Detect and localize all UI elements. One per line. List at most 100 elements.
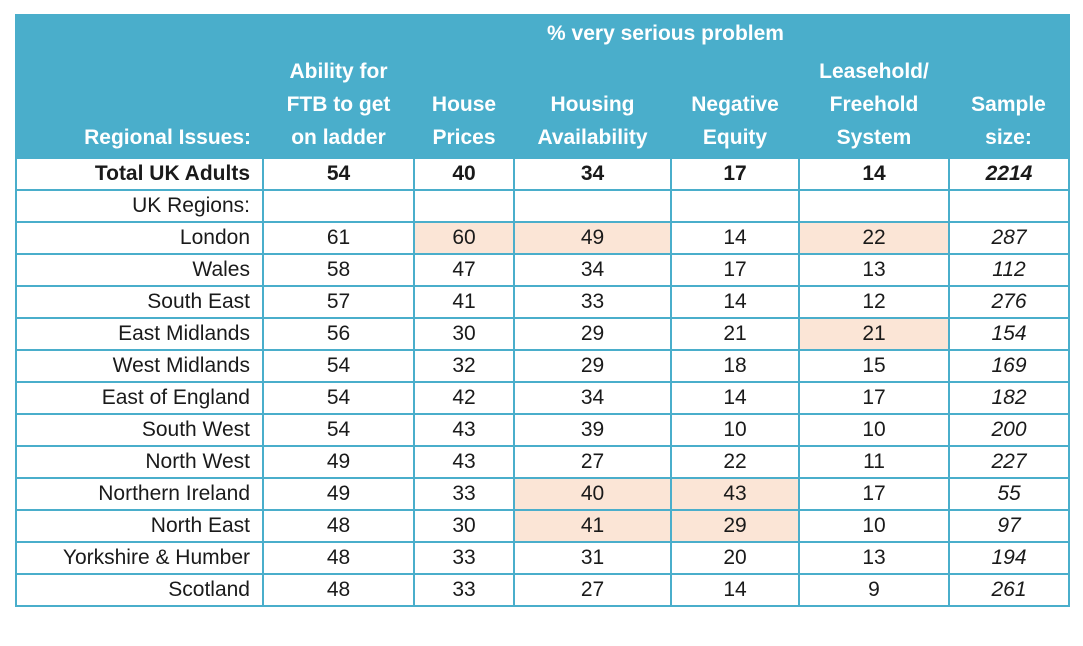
value-cell: 14 — [670, 285, 800, 319]
row-label: West Midlands — [15, 349, 264, 383]
value-cell: 39 — [513, 413, 672, 447]
value-cell: 41 — [413, 285, 515, 319]
column-header-line: on ladder — [291, 126, 386, 149]
sample-size-cell: 154 — [948, 317, 1070, 351]
value-cell: 43 — [670, 477, 800, 511]
value-cell: 21 — [670, 317, 800, 351]
super-header-blank — [16, 15, 263, 50]
value-cell: 29 — [670, 509, 800, 543]
column-header: Housing Availability — [514, 50, 671, 158]
value-cell: 54 — [262, 381, 415, 415]
value-cell: 30 — [413, 509, 515, 543]
sample-size-cell: 194 — [948, 541, 1070, 575]
value-cell: 22 — [798, 221, 950, 255]
value-cell: 48 — [262, 509, 415, 543]
value-cell: 27 — [513, 573, 672, 607]
value-cell: 34 — [513, 381, 672, 415]
row-label: London — [15, 221, 264, 255]
column-header-line: Leasehold/ — [819, 60, 929, 83]
value-cell: 33 — [413, 573, 515, 607]
value-cell: 31 — [513, 541, 672, 575]
row-label: North West — [15, 445, 264, 479]
empty-cell — [262, 189, 415, 223]
value-cell: 48 — [262, 573, 415, 607]
row-label: South West — [15, 413, 264, 447]
column-header-line: Negative — [691, 93, 779, 116]
column-header: Negative Equity — [671, 50, 799, 158]
column-header-line: House — [431, 93, 497, 116]
value-cell: 54 — [262, 413, 415, 447]
row-label: Total UK Adults — [15, 157, 264, 191]
sample-size-cell: 276 — [948, 285, 1070, 319]
value-cell: 34 — [513, 157, 672, 191]
value-cell: 14 — [670, 221, 800, 255]
table-row: Northern Ireland 49 33 40 43 17 55 — [15, 477, 1070, 511]
table-body: Total UK Adults 54 40 34 17 14 2214 UK Regions:… — [15, 157, 1070, 607]
column-header: Leasehold/Freehold System — [799, 50, 949, 158]
value-cell: 22 — [670, 445, 800, 479]
value-cell: 32 — [413, 349, 515, 383]
table-row: East of England 54 42 34 14 17 182 — [15, 381, 1070, 415]
sample-size-cell: 169 — [948, 349, 1070, 383]
column-header-line: Ability for — [289, 60, 388, 83]
value-cell: 61 — [262, 221, 415, 255]
value-cell: 48 — [262, 541, 415, 575]
column-header-line: Sample — [971, 93, 1046, 116]
value-cell: 10 — [798, 509, 950, 543]
value-cell: 33 — [513, 285, 672, 319]
row-label: Scotland — [15, 573, 264, 607]
table-row: South West 54 43 39 10 10 200 — [15, 413, 1070, 447]
row-label: East Midlands — [15, 317, 264, 351]
table-row: Yorkshire & Humber 48 33 31 20 13 194 — [15, 541, 1070, 575]
sample-size-cell: 261 — [948, 573, 1070, 607]
value-cell: 18 — [670, 349, 800, 383]
column-header-line: System — [836, 126, 912, 149]
table-row: North West 49 43 27 22 11 227 — [15, 445, 1070, 479]
row-label: North East — [15, 509, 264, 543]
value-cell: 14 — [798, 157, 950, 191]
column-header-line: Availability — [537, 126, 648, 149]
value-cell: 49 — [513, 221, 672, 255]
value-cell: 40 — [413, 157, 515, 191]
value-cell: 30 — [413, 317, 515, 351]
value-cell: 9 — [798, 573, 950, 607]
value-cell: 17 — [798, 477, 950, 511]
value-cell: 54 — [262, 349, 415, 383]
row-label: Yorkshire & Humber — [15, 541, 264, 575]
value-cell: 33 — [413, 541, 515, 575]
column-header: House Prices — [414, 50, 514, 158]
value-cell: 49 — [262, 445, 415, 479]
sample-size-cell: 200 — [948, 413, 1070, 447]
sample-size-cell: 97 — [948, 509, 1070, 543]
column-header-line: Housing — [550, 93, 635, 116]
super-header-row: % very serious problem — [16, 15, 1069, 50]
value-cell: 34 — [513, 253, 672, 287]
row-header-label: Regional Issues: — [16, 50, 263, 158]
row-label: UK Regions: — [15, 189, 264, 223]
value-cell: 15 — [798, 349, 950, 383]
sample-size-cell: 55 — [948, 477, 1070, 511]
value-cell: 10 — [670, 413, 800, 447]
value-cell: 10 — [798, 413, 950, 447]
table-row: South East 57 41 33 14 12 276 — [15, 285, 1070, 319]
table-row: Scotland 48 33 27 14 9 261 — [15, 573, 1070, 607]
row-label: Northern Ireland — [15, 477, 264, 511]
column-header-line: Prices — [432, 126, 496, 149]
empty-cell — [798, 189, 950, 223]
column-header-line: Freehold — [829, 93, 919, 116]
value-cell: 14 — [670, 381, 800, 415]
column-header: Ability for FTB to get on ladder — [263, 50, 414, 158]
value-cell: 56 — [262, 317, 415, 351]
empty-cell — [948, 189, 1070, 223]
value-cell: 20 — [670, 541, 800, 575]
section-row: UK Regions: — [15, 189, 1070, 223]
table-row: Wales 58 47 34 17 13 112 — [15, 253, 1070, 287]
value-cell: 54 — [262, 157, 415, 191]
table-row: London 61 60 49 14 22 287 — [15, 221, 1070, 255]
column-header-row: Regional Issues: Ability for FTB to get on… — [16, 50, 1069, 158]
value-cell: 58 — [262, 253, 415, 287]
empty-cell — [513, 189, 672, 223]
table-row: East Midlands 56 30 29 21 21 154 — [15, 317, 1070, 351]
sample-size-cell: 112 — [948, 253, 1070, 287]
regional-issues-table: % very serious problem Regional Issues: … — [15, 14, 1070, 607]
